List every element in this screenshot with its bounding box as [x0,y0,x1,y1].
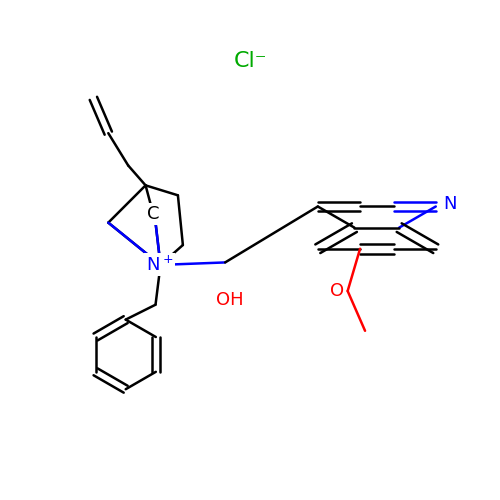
Text: O: O [330,282,344,300]
Text: OH: OH [216,290,244,308]
Text: N: N [443,195,456,213]
Text: Cl⁻: Cl⁻ [234,51,267,71]
Text: C: C [147,204,160,222]
Text: N$^+$: N$^+$ [146,256,173,274]
